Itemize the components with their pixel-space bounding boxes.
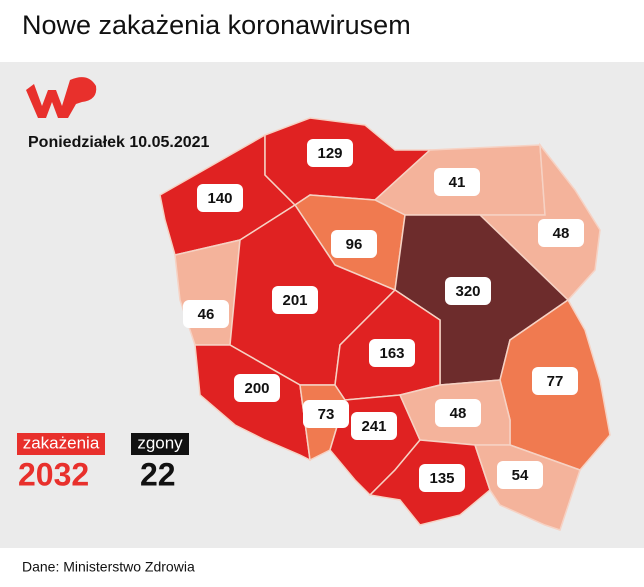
cases-value: 2032 xyxy=(18,456,89,492)
label-box xyxy=(303,400,349,428)
region-value: 200 xyxy=(244,380,269,397)
region-value: 320 xyxy=(455,283,480,300)
label-box xyxy=(435,399,481,427)
region-value: 46 xyxy=(198,306,215,323)
cases-label-box xyxy=(17,433,105,455)
logo xyxy=(26,77,97,118)
region-value: 241 xyxy=(361,418,386,435)
region-value: 73 xyxy=(318,406,335,423)
region-value: 54 xyxy=(512,467,529,484)
deaths-label-box xyxy=(131,433,189,455)
region-value: 48 xyxy=(553,225,570,242)
label-box xyxy=(497,461,543,489)
label-box xyxy=(351,412,397,440)
label-box xyxy=(331,230,377,258)
region-value: 96 xyxy=(346,236,363,253)
label-box xyxy=(434,168,480,196)
cases-label: zakażenia xyxy=(23,433,100,452)
source: Dane: Ministerstwo Zdrowia xyxy=(22,559,195,575)
deaths-label: zgony xyxy=(137,433,183,452)
label-box xyxy=(538,219,584,247)
label-box xyxy=(272,286,318,314)
region-value: 41 xyxy=(449,174,466,191)
label-box xyxy=(445,277,491,305)
label-box xyxy=(419,464,465,492)
region-value: 163 xyxy=(379,345,404,362)
region-value: 129 xyxy=(317,145,342,162)
deaths-value: 22 xyxy=(140,456,176,492)
region xyxy=(194,344,311,462)
label-box xyxy=(532,367,578,395)
label-box xyxy=(234,374,280,402)
region-value: 140 xyxy=(207,190,232,207)
label-box xyxy=(307,139,353,167)
title: Nowe zakażenia koronawirusem xyxy=(22,10,411,40)
label-box xyxy=(369,339,415,367)
region-value: 135 xyxy=(429,470,454,487)
label-box xyxy=(197,184,243,212)
label-box xyxy=(183,300,229,328)
region-value: 77 xyxy=(547,373,564,390)
date: Poniedziałek 10.05.2021 xyxy=(28,134,210,151)
region-value: 48 xyxy=(450,405,467,422)
region-value: 201 xyxy=(282,292,307,309)
map-labels: 140 129 41 48 96 320 46 201 163 77 200 73 241 48 135 54 xyxy=(183,139,584,492)
